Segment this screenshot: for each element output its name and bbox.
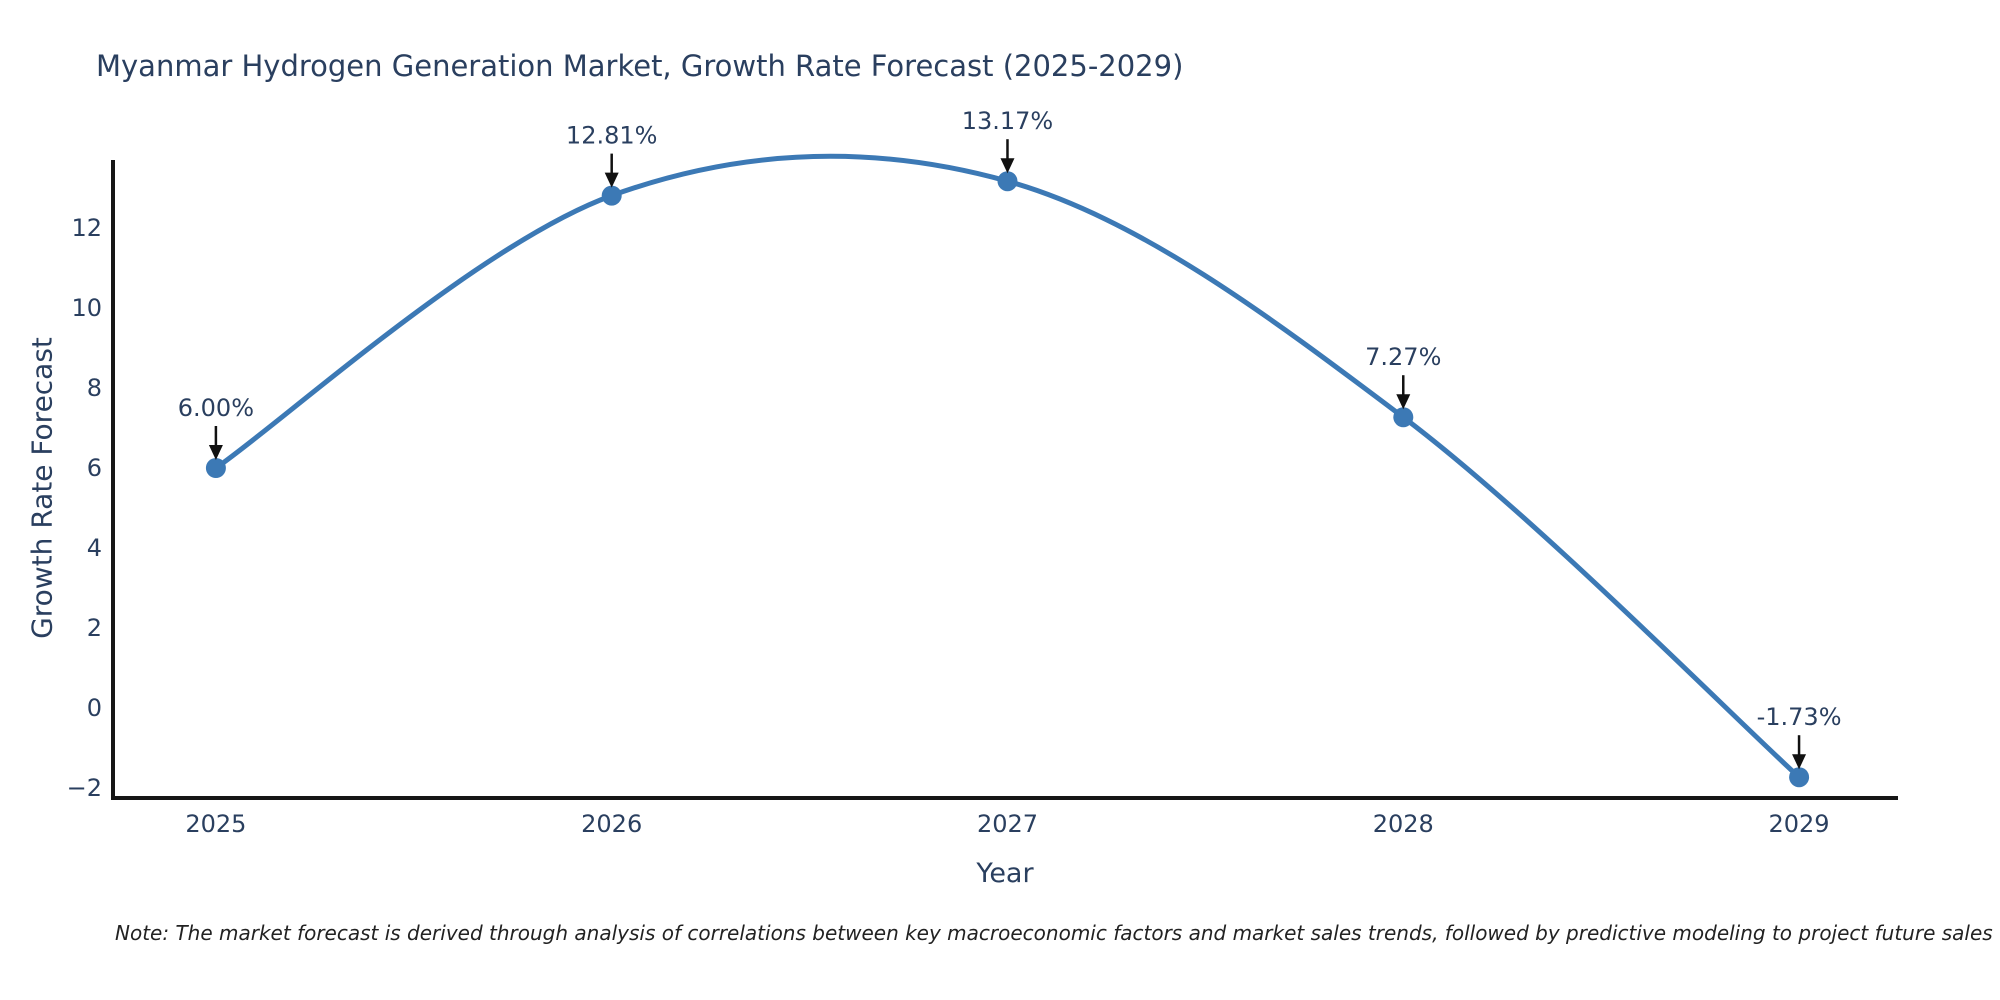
y-tick-label: 4 <box>87 534 102 562</box>
y-tick-label: −2 <box>67 774 102 802</box>
annotation-label: 6.00% <box>178 394 254 422</box>
annotation-arrowhead <box>1000 158 1015 174</box>
data-point <box>1393 407 1414 428</box>
annotation-label: 13.17% <box>962 107 1054 135</box>
data-point <box>997 171 1018 192</box>
y-tick-label: 10 <box>71 294 102 322</box>
x-tick-label: 2026 <box>581 810 642 838</box>
data-point <box>601 185 622 206</box>
y-tick-label: 2 <box>87 614 102 642</box>
x-tick-label: 2027 <box>977 810 1038 838</box>
annotation-label: 7.27% <box>1365 343 1441 371</box>
y-tick-label: 12 <box>71 214 102 242</box>
x-axis-title: Year <box>976 858 1034 889</box>
forecast-line <box>213 153 1802 780</box>
annotation-arrowhead <box>604 172 619 188</box>
y-tick-label: 8 <box>87 374 102 402</box>
x-tick-label: 2025 <box>185 810 246 838</box>
y-tick-label: 0 <box>87 694 102 722</box>
annotation-arrowhead <box>1792 754 1807 770</box>
data-point <box>1789 767 1810 788</box>
axis-lines <box>111 160 1898 800</box>
annotation-arrowhead <box>1396 394 1411 410</box>
footnote: Note: The market forecast is derived thr… <box>115 921 1993 945</box>
annotation-label: 12.81% <box>566 122 658 150</box>
y-tick-label: 6 <box>87 454 102 482</box>
x-tick-label: 2028 <box>1373 810 1434 838</box>
y-axis-title: Growth Rate Forecast <box>25 337 59 639</box>
annotation-label: -1.73% <box>1757 703 1842 731</box>
data-point <box>205 458 226 478</box>
chart-title: Myanmar Hydrogen Generation Market, Grow… <box>96 49 1184 83</box>
x-tick-label: 2029 <box>1769 810 1830 838</box>
annotation-arrowhead <box>208 445 223 460</box>
